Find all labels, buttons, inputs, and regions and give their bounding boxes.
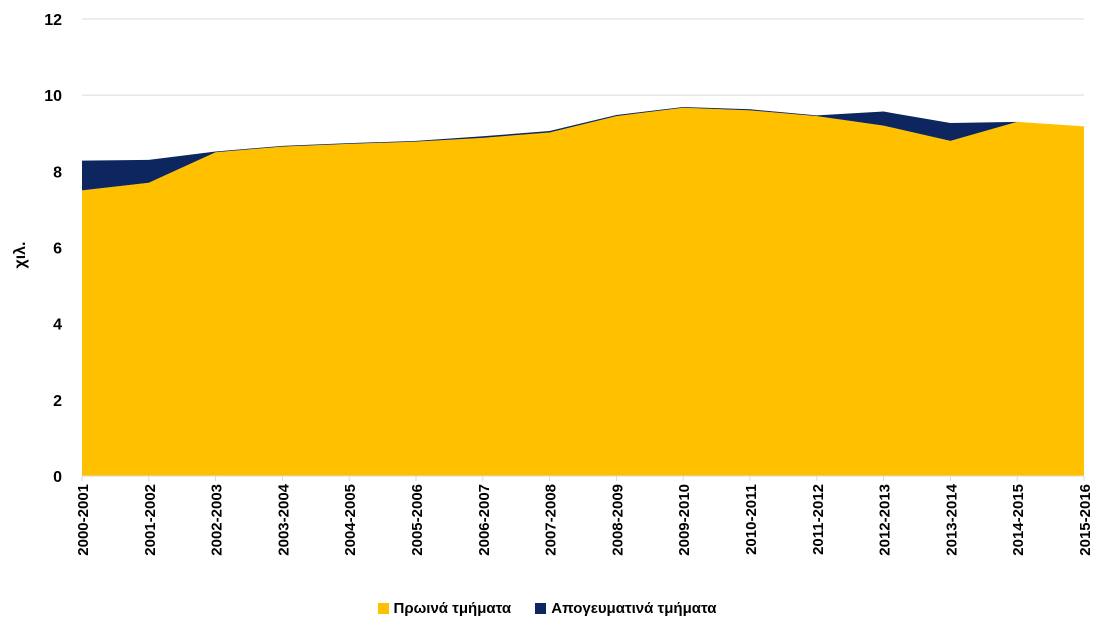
x-tick-label: 2004-2005 [342,484,359,556]
legend-item-morning: Πρωινά τμήματα [377,600,512,617]
y-tick-label: 0 [53,469,62,486]
x-tick-label: 2007-2008 [543,484,560,556]
x-tick-label: 2015-2016 [1077,484,1094,556]
legend-label-morning: Πρωινά τμήματα [393,600,512,617]
x-tick-label: 2010-2011 [743,484,760,555]
area-series-1 [82,106,1084,191]
axes: 0 2 4 6 8 10 12 2000-2001 2001-2002 2002-2003 2003… [44,12,1094,556]
y-tick-label: 10 [44,88,62,105]
legend-swatch-afternoon [535,603,547,614]
y-tick-label: 2 [53,393,62,410]
legend-swatch-morning [377,603,389,614]
y-tick-label: 6 [53,241,62,258]
x-tick-label: 2009-2010 [676,484,693,556]
x-tick-label: 2014-2015 [1010,484,1027,556]
x-tick-label: 2005-2006 [409,484,426,556]
x-tick-label: 2003-2004 [275,483,292,555]
y-tick-label: 4 [53,317,62,334]
x-tick-label: 2012-2013 [877,484,894,556]
x-tick-label: 2001-2002 [142,484,159,556]
x-tick-label: 2008-2009 [609,484,626,556]
x-tick-label: 2011-2012 [810,484,827,555]
legend-item-afternoon: Απογευματινά τμήματα [535,600,716,617]
y-tick-label: 12 [44,12,62,29]
x-tick-label: 2002-2003 [209,484,226,556]
y-axis-title: χιλ. [12,242,29,269]
x-tick-label: 2006-2007 [476,484,493,556]
area-series-0 [82,107,1084,477]
legend: Πρωινά τμήματα Απογευματινά τμήματα [0,600,1094,618]
x-tick-label: 2000-2001 [75,484,92,556]
legend-label-afternoon: Απογευματινά τμήματα [551,600,717,617]
y-tick-label: 8 [53,164,62,181]
x-tick-label: 2013-2014 [943,483,960,555]
area-series [82,106,1084,477]
